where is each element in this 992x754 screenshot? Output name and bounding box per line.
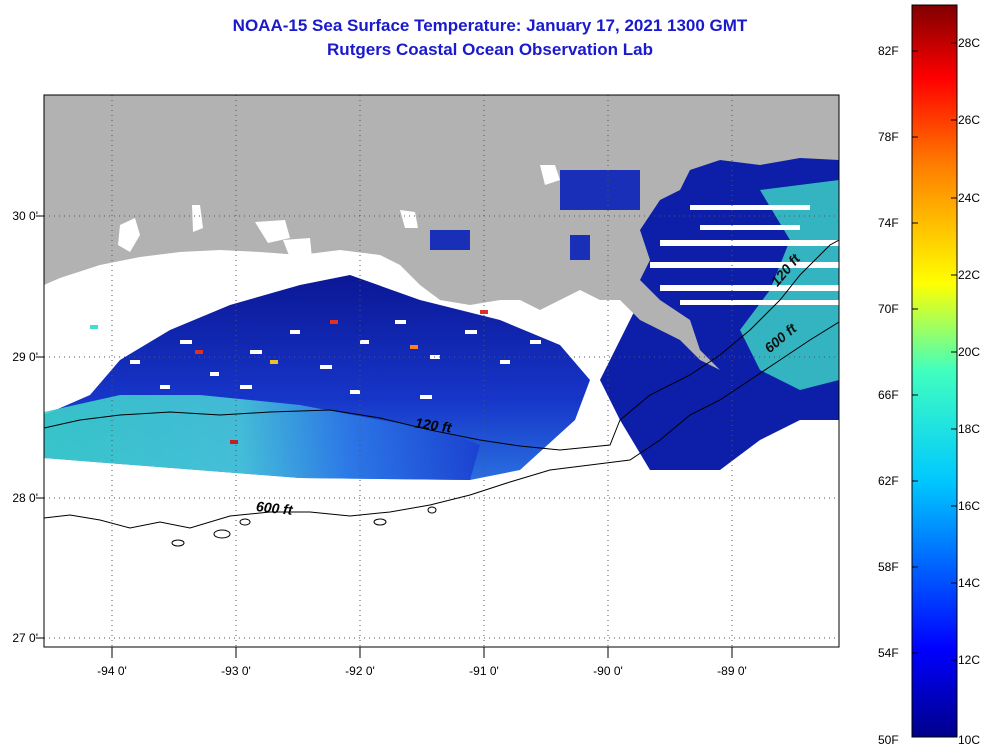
- colorbar-c-10: 10C: [958, 733, 981, 747]
- colorbar-c-28: 28C: [958, 36, 981, 50]
- axis-ticks: [36, 215, 733, 658]
- map-title: NOAA-15 Sea Surface Temperature: January…: [232, 16, 748, 35]
- colorbar-f-78: 78F: [878, 130, 899, 144]
- lat-label-28: 28 0': [12, 491, 38, 505]
- colorbar-f-66: 66F: [878, 388, 899, 402]
- colorbar-f-74: 74F: [878, 216, 899, 230]
- colorbar-f-82: 82F: [878, 44, 899, 58]
- lon-label-92: -92 0': [345, 664, 375, 678]
- colorbar-f-54: 54F: [878, 646, 899, 660]
- colorbar-f-50: 50F: [878, 733, 899, 747]
- lon-label-89: -89 0': [717, 664, 747, 678]
- lon-label-90: -90 0': [593, 664, 623, 678]
- map-subtitle: Rutgers Coastal Ocean Observation Lab: [327, 40, 653, 59]
- colorbar-c-20: 20C: [958, 345, 981, 359]
- sst-swath-offshore: [44, 395, 480, 480]
- colorbar-c-24: 24C: [958, 191, 981, 205]
- contour-120ft-west: [44, 239, 839, 451]
- lat-label-30: 30 0': [12, 209, 38, 223]
- cloud-mask-pixels: [130, 320, 541, 399]
- contour-600ft: [44, 321, 839, 529]
- map-border: [43, 94, 840, 648]
- colorbar-c-26: 26C: [958, 113, 981, 127]
- lat-label-27: 27 0': [12, 631, 38, 645]
- colorbar-c-14: 14C: [958, 576, 981, 590]
- colorbar-ticks: [912, 42, 957, 661]
- warm-outlier-pixels: [90, 310, 488, 444]
- colorbar-c-16: 16C: [958, 499, 981, 513]
- lon-label-91: -91 0': [469, 664, 499, 678]
- colorbar-f-58: 58F: [878, 560, 899, 574]
- colorbar-f-70: 70F: [878, 302, 899, 316]
- colorbar-c-18: 18C: [958, 422, 981, 436]
- colorbar: [911, 4, 958, 738]
- colorbar-f-62: 62F: [878, 474, 899, 488]
- inland-sst-lakes: [430, 170, 640, 260]
- lon-label-93: -93 0': [221, 664, 251, 678]
- lon-label-94: -94 0': [97, 664, 127, 678]
- graticule: [44, 95, 839, 647]
- colorbar-c-12: 12C: [958, 653, 981, 667]
- lat-label-29: 29 0': [12, 350, 38, 364]
- colorbar-c-22: 22C: [958, 268, 981, 282]
- inland-water: [118, 165, 560, 258]
- contour-seamounts: [171, 506, 437, 547]
